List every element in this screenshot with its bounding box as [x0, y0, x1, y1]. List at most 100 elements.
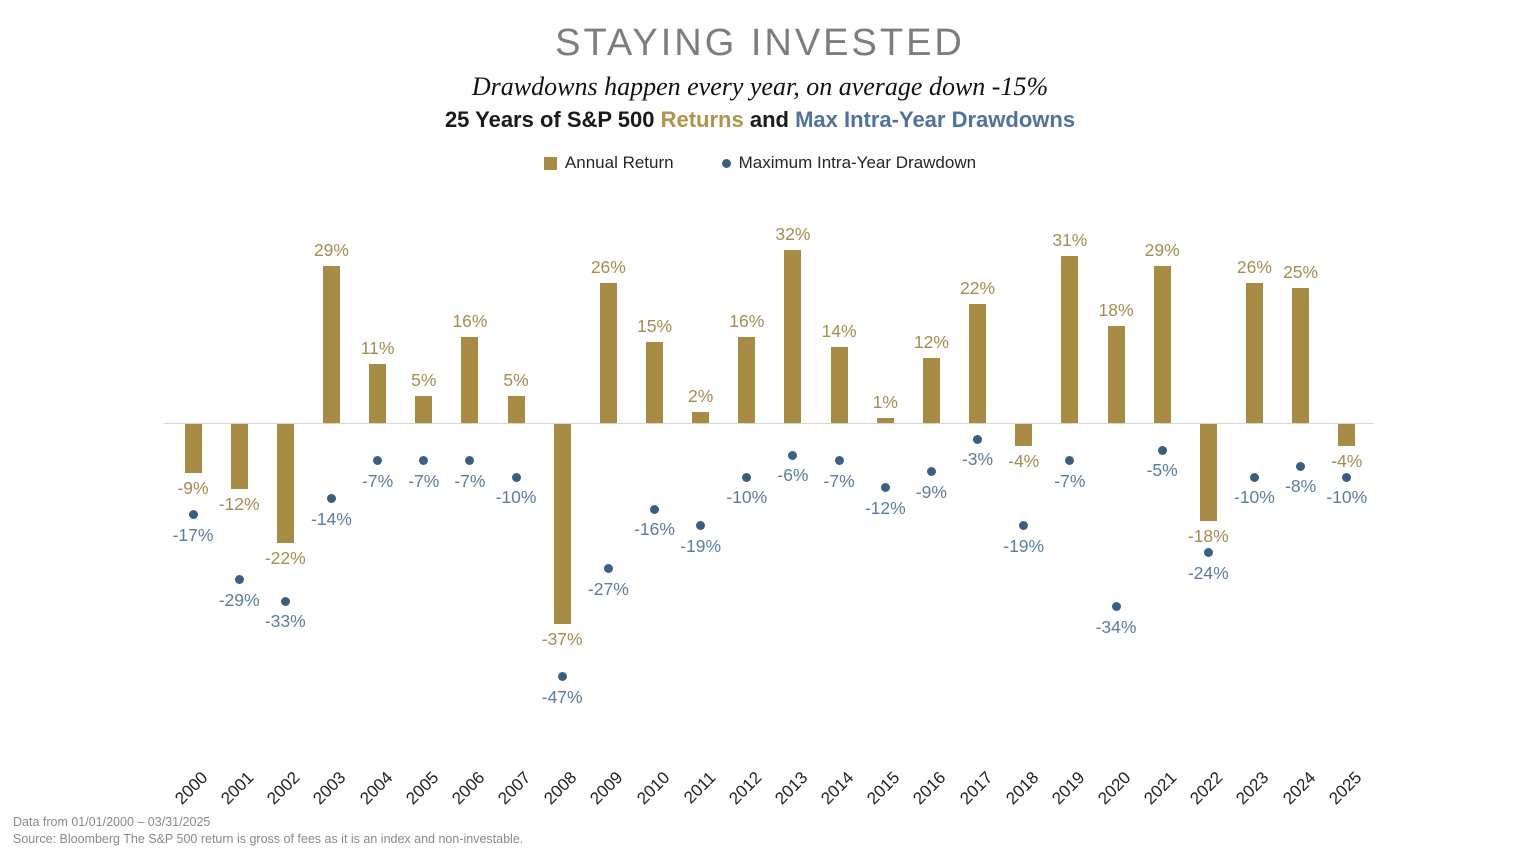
legend-drawdown-label: Maximum Intra-Year Drawdown	[738, 153, 977, 172]
drawdown-label-2020: -34%	[1095, 616, 1137, 637]
bar-2010	[646, 342, 663, 423]
drawdown-dot-2012	[742, 472, 752, 482]
return-label-2018: -4%	[1008, 450, 1040, 471]
drawdown-dot-2024	[1296, 461, 1306, 471]
bar-2024	[1292, 288, 1310, 423]
bar-2018	[1015, 424, 1033, 446]
bar-2020	[1107, 325, 1125, 423]
return-label-2001: -12%	[218, 493, 260, 514]
drawdown-dot-2025	[1342, 472, 1352, 482]
drawdown-label-2023: -10%	[1234, 487, 1275, 507]
drawdown-label-2021: -5%	[1146, 460, 1178, 480]
return-label-2019: 31%	[1052, 229, 1088, 250]
bar-2005	[415, 396, 433, 423]
chart-heading-returns: Returns	[660, 107, 744, 132]
return-label-2014: 14%	[821, 321, 857, 342]
bar-2000	[184, 424, 202, 473]
drawdown-dot-2002	[280, 596, 290, 606]
return-label-2025: -4%	[1331, 450, 1363, 471]
drawdown-label-2012: -10%	[726, 487, 768, 507]
drawdown-dot-2021	[1157, 445, 1167, 455]
bar-2023	[1245, 282, 1263, 423]
bar-2016	[922, 358, 940, 423]
bar-2006	[461, 336, 479, 423]
drawdown-dot-2011	[696, 521, 706, 531]
bar-2021	[1153, 266, 1171, 423]
return-label-2007: 5%	[503, 370, 529, 390]
bar-2002	[276, 424, 294, 543]
bar-2004	[369, 363, 387, 423]
return-label-2016: 12%	[913, 332, 949, 353]
annual-return-swatch-icon	[543, 156, 557, 170]
drawdown-dot-2022	[1203, 548, 1213, 558]
return-label-2004: 11%	[360, 337, 395, 358]
return-label-2017: 22%	[960, 278, 996, 299]
bar-2022	[1199, 424, 1217, 522]
drawdown-label-2000: -17%	[172, 524, 214, 545]
drawdown-dot-2013	[788, 450, 798, 460]
chart-heading-part1: 25 Years of S&P 500	[444, 107, 661, 132]
drawdown-dot-2023	[1249, 472, 1259, 482]
drawdown-label-2018: -19%	[1003, 535, 1045, 556]
drawdown-dot-2016	[926, 467, 936, 477]
drawdown-label-2005: -7%	[408, 470, 440, 491]
bar-2017	[969, 304, 987, 423]
return-label-2022: -18%	[1187, 526, 1229, 547]
bar-2014	[830, 347, 848, 423]
return-label-2024: 25%	[1283, 262, 1319, 282]
drawdown-label-2001: -29%	[218, 589, 260, 610]
chart-heading-and: and	[743, 107, 796, 132]
return-label-2008: -37%	[541, 628, 583, 649]
drawdown-label-2016: -9%	[915, 481, 947, 502]
footnote-source: Source: Bloomberg The S&P 500 return is …	[13, 832, 524, 846]
return-label-2011: 2%	[687, 386, 714, 407]
drawdown-dot-2004	[373, 456, 383, 466]
return-label-2021: 29%	[1144, 240, 1180, 261]
chart-heading: 25 Years of S&P 500 Returns and Max Intr…	[0, 107, 1520, 133]
drawdown-dot-2008	[557, 672, 567, 682]
x-axis-line	[164, 423, 1374, 424]
drawdown-label-2007: -10%	[495, 487, 537, 507]
return-label-2009: 26%	[590, 256, 626, 277]
return-label-2006: 16%	[452, 310, 488, 331]
drawdown-label-2010: -16%	[634, 519, 675, 540]
drawdown-dot-2017	[973, 434, 983, 444]
drawdown-dot-2006	[465, 456, 475, 466]
drawdown-dot-2020	[1111, 602, 1121, 612]
drawdown-dot-2000	[188, 510, 198, 520]
page-title: STAYING INVESTED	[555, 22, 965, 64]
drawdown-label-2002: -33%	[264, 611, 306, 632]
drawdown-dot-2018	[1019, 521, 1029, 531]
bar-2015	[876, 417, 894, 423]
return-label-2002: -22%	[264, 547, 306, 568]
drawdown-label-2024: -8%	[1285, 476, 1317, 497]
drawdown-label-2015: -12%	[864, 497, 906, 518]
drawdown-dot-2001	[234, 575, 244, 585]
drawdown-label-2011: -19%	[680, 535, 722, 556]
return-label-2003: 29%	[313, 240, 349, 261]
bar-2019	[1061, 255, 1079, 423]
bar-2008	[553, 424, 571, 624]
return-label-2000: -9%	[177, 477, 209, 498]
drawdown-label-2022: -24%	[1187, 562, 1229, 583]
bar-2011	[692, 412, 710, 423]
drawdown-label-2025: -10%	[1326, 487, 1368, 507]
footnote-data-range: Data from 01/01/2000 – 03/31/2025	[13, 815, 211, 829]
return-label-2013: 32%	[775, 224, 811, 245]
legend-item-drawdown: Maximum Intra-Year Drawdown	[721, 153, 977, 173]
bar-2001	[230, 424, 248, 489]
drawdown-dot-2014	[834, 456, 844, 466]
drawdown-dot-2003	[326, 494, 336, 504]
bar-2012	[738, 336, 756, 423]
bar-2009	[599, 282, 617, 423]
drawdown-dot-2015	[880, 483, 890, 493]
drawdown-label-2013: -6%	[777, 465, 809, 486]
drawdown-label-2019: -7%	[1054, 470, 1086, 491]
chart-heading-drawdowns: Max Intra-Year Drawdowns	[795, 107, 1076, 132]
bar-2013	[784, 250, 802, 423]
drawdown-label-2006: -7%	[454, 470, 486, 491]
legend-annual-return-label: Annual Return	[564, 153, 674, 172]
return-label-2010: 15%	[636, 316, 673, 336]
drawdown-label-2004: -7%	[362, 470, 394, 491]
